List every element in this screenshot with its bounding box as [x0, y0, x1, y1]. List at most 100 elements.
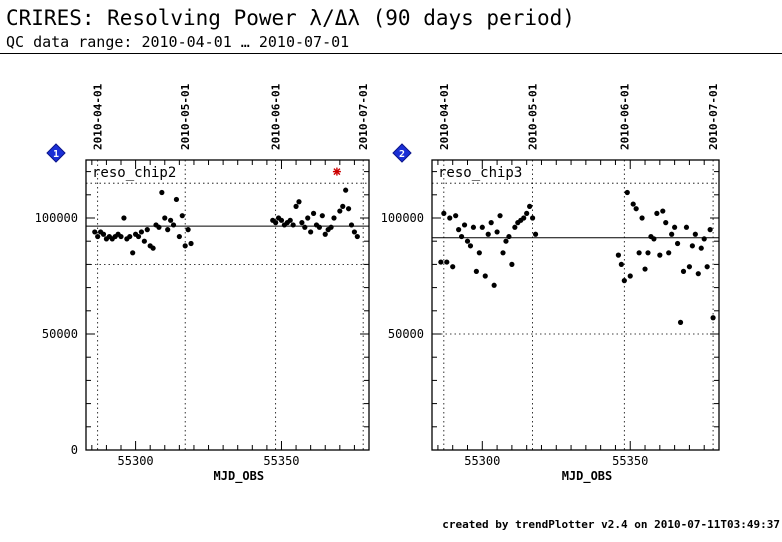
data-point: [278, 217, 285, 223]
y-axis-title: Resolving Power: [0, 255, 1, 355]
data-point: [698, 245, 704, 251]
data-point: [479, 224, 485, 230]
data-point: [92, 229, 98, 235]
data-point: [316, 224, 323, 230]
data-point: [150, 245, 156, 251]
data-point: [141, 238, 147, 244]
data-point: [302, 224, 308, 230]
data-point: [340, 203, 346, 209]
data-point: [621, 278, 627, 284]
panel-label: reso_chip3: [438, 165, 522, 181]
data-point: [121, 215, 127, 221]
plot-frame: [85, 159, 370, 451]
panel-label: reso_chip2: [92, 165, 176, 181]
data-point: [488, 220, 494, 226]
data-point: [654, 210, 660, 216]
y-tick-label: 50000: [42, 327, 78, 341]
data-point: [165, 227, 171, 233]
data-point: [615, 252, 622, 258]
x-tick-label: 55300: [118, 454, 154, 468]
panel-2: 2010-04-01 2010-05-01 2010-06-01 2010-07-01…: [381, 83, 720, 484]
data-point: [683, 224, 690, 230]
data-point: [441, 210, 447, 216]
date-tick-label: 2010-06-01: [618, 83, 631, 150]
data-point: [509, 261, 515, 267]
date-tick-label: 2010-07-01: [357, 83, 370, 150]
data-point: [666, 250, 672, 256]
data-point: [651, 236, 657, 242]
data-point: [529, 215, 536, 221]
data-point: [156, 224, 162, 230]
data-point: [618, 261, 624, 267]
panel-badge-icon: [46, 143, 66, 163]
data-point: [310, 210, 317, 216]
data-point: [636, 250, 642, 256]
panel-badge-number: 2: [399, 149, 405, 160]
panel-badge-number: 1: [53, 149, 59, 160]
x-axis-title: MJD_OBS: [214, 469, 265, 484]
data-point: [138, 229, 145, 235]
data-point: [639, 215, 645, 221]
date-tick-label: 2010-05-01: [527, 83, 540, 150]
data-point: [633, 206, 639, 212]
data-point: [491, 282, 497, 288]
panel-badge-icon: [392, 143, 412, 163]
data-point: [689, 243, 695, 249]
data-point: [630, 201, 636, 207]
data-point: [322, 231, 328, 237]
data-point: [100, 231, 107, 237]
panel-1: 2010-04-01 2010-05-01 2010-06-01 2010-07-01…: [35, 83, 371, 484]
data-point: [473, 268, 479, 274]
data-point: [135, 233, 142, 240]
x-axis-title: MJD_OBS: [562, 469, 613, 484]
data-point: [686, 264, 693, 270]
data-point: [470, 224, 477, 230]
data-point: [624, 189, 630, 196]
data-point: [118, 233, 124, 240]
data-point: [506, 233, 512, 240]
date-tick-label: 2010-07-01: [707, 83, 720, 150]
data-point: [343, 187, 349, 193]
data-point: [287, 217, 293, 223]
data-point: [173, 196, 180, 203]
data-point: [176, 233, 182, 240]
data-point: [447, 215, 453, 221]
y-tick-label: 50000: [388, 327, 424, 341]
data-point: [680, 268, 687, 274]
data-point: [663, 220, 669, 226]
data-point: [494, 229, 500, 235]
data-point: [354, 233, 360, 240]
data-point: [159, 189, 165, 196]
data-point: [464, 238, 471, 244]
data-point: [456, 227, 462, 233]
data-point: [296, 199, 302, 205]
data-point: [485, 231, 491, 237]
x-tick-label: 55350: [263, 454, 299, 468]
data-point: [669, 231, 675, 237]
data-point: [701, 236, 707, 242]
footer-credit: created by trendPlotter v2.4 on 2010-07-…: [442, 518, 780, 531]
page-subtitle: QC data range: 2010-04-01 … 2010-07-01: [6, 33, 350, 51]
date-tick-label: 2010-05-01: [179, 83, 192, 150]
data-point: [185, 227, 191, 233]
data-point: [645, 250, 651, 256]
data-point: [345, 206, 352, 212]
data-point: [710, 315, 716, 321]
data-point: [677, 319, 684, 325]
data-point: [168, 217, 174, 223]
plot-frame: [431, 159, 720, 451]
data-point: [348, 222, 355, 228]
data-point: [337, 208, 343, 214]
page-title: CRIRES: Resolving Power λ/Δλ (90 days pe…: [6, 6, 575, 30]
data-point: [524, 210, 530, 216]
data-point: [319, 213, 325, 219]
outlier-stroke: [333, 168, 341, 176]
data-point: [458, 233, 465, 240]
data-point: [144, 227, 150, 233]
data-point: [273, 220, 279, 226]
data-point: [467, 243, 474, 249]
data-point: [642, 266, 648, 272]
data-point: [293, 203, 299, 209]
data-point: [182, 243, 188, 249]
data-point: [512, 224, 518, 230]
